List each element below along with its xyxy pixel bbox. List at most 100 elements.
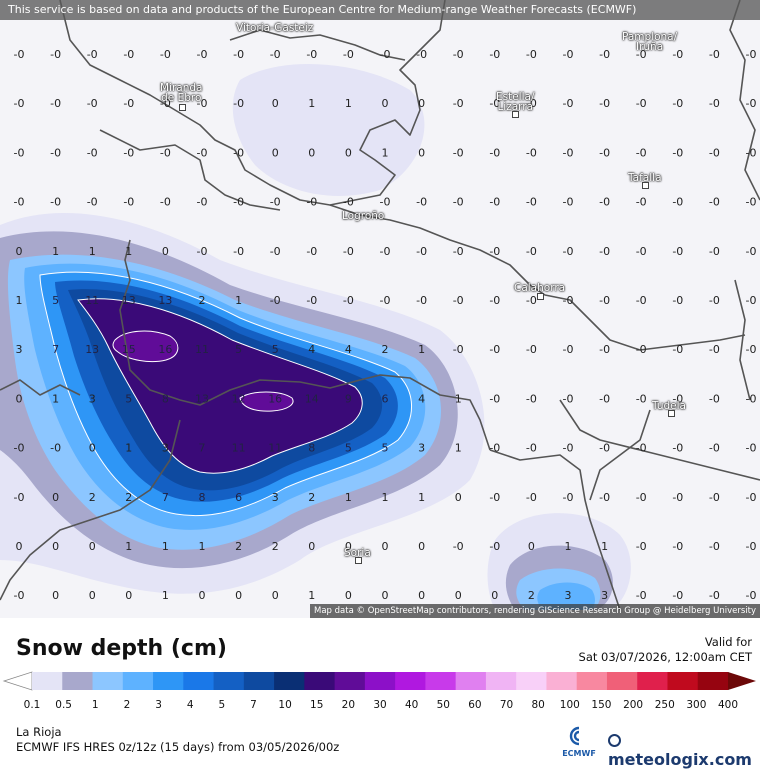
grid-value: -0 bbox=[599, 343, 610, 356]
grid-value: -0 bbox=[599, 491, 610, 504]
grid-value: 0 bbox=[272, 589, 279, 602]
legend-tick-label: 1 bbox=[92, 699, 99, 711]
grid-value: 12 bbox=[232, 392, 246, 405]
meteologix-brand[interactable]: meteologix.com bbox=[608, 731, 760, 769]
grid-value: 0 bbox=[382, 540, 389, 553]
legend-swatch bbox=[153, 672, 184, 690]
grid-value: 0 bbox=[272, 97, 279, 110]
map-attribution[interactable]: Map data © OpenStreetMap contributors, r… bbox=[310, 604, 760, 618]
grid-value: -0 bbox=[489, 48, 500, 61]
grid-value: -0 bbox=[709, 392, 720, 405]
grid-value: 0 bbox=[418, 540, 425, 553]
grid-value: -0 bbox=[489, 343, 500, 356]
legend-swatch bbox=[274, 672, 305, 690]
grid-value: -0 bbox=[709, 540, 720, 553]
grid-value: -0 bbox=[270, 245, 281, 258]
legend-max-arrow bbox=[728, 672, 756, 690]
grid-value: 13 bbox=[85, 343, 99, 356]
grid-value: -0 bbox=[709, 589, 720, 602]
grid-value: -0 bbox=[746, 146, 757, 159]
grid-value: 2 bbox=[89, 491, 96, 504]
grid-value: -0 bbox=[709, 196, 720, 209]
legend-swatch bbox=[606, 672, 638, 690]
grid-value: -0 bbox=[87, 48, 98, 61]
model-run-info: ECMWF IFS HRES 0z/12z (15 days) from 03/… bbox=[16, 740, 340, 754]
grid-value: -0 bbox=[306, 245, 317, 258]
grid-value: -0 bbox=[343, 48, 354, 61]
grid-value: -0 bbox=[416, 48, 427, 61]
color-scale-legend: 0.1 0.5 1 2 3 4 5 7 10 15 20 30 40 50 60 70 80 100 150 200 2… bbox=[2, 671, 756, 711]
grid-value: 0 bbox=[382, 589, 389, 602]
grid-value: 1 bbox=[162, 589, 169, 602]
grid-value: -0 bbox=[14, 442, 25, 455]
chart-title: Snow depth (cm) bbox=[16, 636, 227, 661]
grid-value: -0 bbox=[672, 97, 683, 110]
snow-depth-map[interactable]: -0 -0 -0 -0 -0 -0 -0 -0 -0 -0 -0 -0 -0 -0 -0 -0 -0 -0 -0 -0… bbox=[0, 0, 760, 618]
grid-value: 13 bbox=[195, 392, 209, 405]
grid-value: -0 bbox=[709, 245, 720, 258]
grid-value: 0 bbox=[418, 589, 425, 602]
grid-value: 0 bbox=[52, 589, 59, 602]
legend-swatch bbox=[183, 672, 215, 690]
grid-value: -0 bbox=[709, 48, 720, 61]
city-label-vitoria: Vitoria-Gasteiz bbox=[236, 22, 314, 34]
legend-tick-label: 5 bbox=[218, 699, 225, 711]
ecmwf-logo[interactable]: ECMWF bbox=[558, 724, 600, 758]
grid-value: -0 bbox=[416, 196, 427, 209]
grid-value: -0 bbox=[489, 491, 500, 504]
legend-swatch bbox=[546, 672, 578, 690]
grid-value: 0 bbox=[491, 589, 498, 602]
grid-value: 1 bbox=[125, 442, 132, 455]
grid-value: 2 bbox=[199, 294, 206, 307]
legend-swatch bbox=[516, 672, 547, 690]
legend-swatch bbox=[122, 672, 154, 690]
grid-value: -0 bbox=[672, 491, 683, 504]
grid-value: -0 bbox=[87, 97, 98, 110]
city-dot-tudela bbox=[668, 410, 675, 417]
grid-value: 0 bbox=[455, 589, 462, 602]
grid-value: -0 bbox=[14, 97, 25, 110]
city-label-tafalla: Tafalla bbox=[628, 172, 662, 184]
grid-value: 13 bbox=[158, 294, 172, 307]
legend-swatch bbox=[304, 672, 336, 690]
grid-value: 0 bbox=[125, 589, 132, 602]
valid-for-label: Valid for bbox=[704, 635, 752, 649]
legend-tick-label: 60 bbox=[468, 699, 481, 711]
legend-tick-label: 80 bbox=[531, 699, 544, 711]
legend-swatch bbox=[62, 672, 94, 690]
grid-value: -0 bbox=[87, 196, 98, 209]
grid-value: 2 bbox=[125, 491, 132, 504]
grid-value: 1 bbox=[125, 245, 132, 258]
grid-value: 0 bbox=[235, 589, 242, 602]
grid-value: -0 bbox=[233, 196, 244, 209]
grid-value: -0 bbox=[672, 294, 683, 307]
legend-tick-label: 50 bbox=[437, 699, 450, 711]
grid-value: -0 bbox=[526, 196, 537, 209]
grid-value: 0 bbox=[199, 589, 206, 602]
grid-value: -0 bbox=[746, 491, 757, 504]
grid-value: 8 bbox=[199, 491, 206, 504]
grid-value: -0 bbox=[14, 589, 25, 602]
grid-value: 3 bbox=[89, 392, 96, 405]
grid-value: -0 bbox=[599, 48, 610, 61]
grid-value: -0 bbox=[526, 392, 537, 405]
grid-value: -0 bbox=[599, 245, 610, 258]
grid-value: -0 bbox=[746, 343, 757, 356]
grid-value: -0 bbox=[599, 392, 610, 405]
grid-value: -0 bbox=[636, 48, 647, 61]
grid-value: 6 bbox=[235, 491, 242, 504]
grid-value: -0 bbox=[306, 294, 317, 307]
grid-value: 0 bbox=[308, 540, 315, 553]
grid-value: -0 bbox=[453, 294, 464, 307]
grid-value: 2 bbox=[528, 589, 535, 602]
legend-swatch bbox=[637, 672, 668, 690]
grid-value: -0 bbox=[380, 196, 391, 209]
grid-value: -0 bbox=[563, 343, 574, 356]
grid-value: 0 bbox=[52, 491, 59, 504]
grid-value: 4 bbox=[345, 343, 352, 356]
grid-value: 1 bbox=[89, 245, 96, 258]
grid-value: -0 bbox=[599, 146, 610, 159]
meteologix-icon bbox=[608, 734, 621, 747]
city-label-tudela: Tudela bbox=[652, 400, 686, 412]
legend-tick-label: 300 bbox=[686, 699, 706, 711]
